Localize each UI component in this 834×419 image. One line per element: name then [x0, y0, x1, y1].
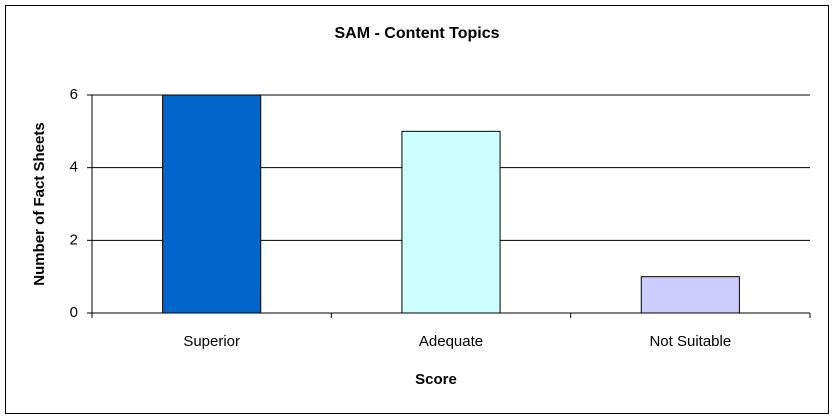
- x-tick-label: Superior: [183, 333, 240, 350]
- y-tick-label: 4: [70, 159, 78, 176]
- x-tick-label: Not Suitable: [649, 333, 731, 350]
- y-tick-label: 2: [70, 231, 78, 248]
- y-tick-label: 0: [70, 304, 78, 321]
- bar: [640, 276, 740, 314]
- x-axis-label: Score: [415, 371, 457, 388]
- x-tick-label: Adequate: [419, 333, 483, 350]
- y-tick-label: 6: [70, 86, 78, 103]
- y-axis-label: Number of Fact Sheets: [31, 122, 48, 285]
- chart-title: SAM - Content Topics: [334, 25, 499, 42]
- bar: [162, 94, 262, 314]
- bar: [401, 130, 501, 314]
